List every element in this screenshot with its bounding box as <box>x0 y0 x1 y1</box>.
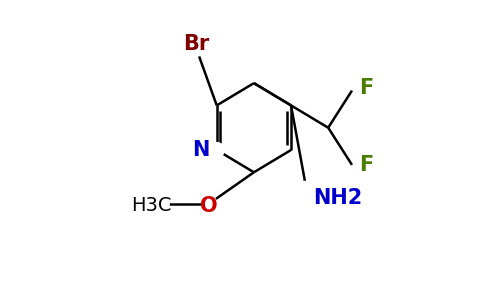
Text: O: O <box>200 196 218 216</box>
Text: N: N <box>192 140 209 160</box>
Circle shape <box>187 38 205 56</box>
Circle shape <box>202 196 217 211</box>
Text: F: F <box>360 155 374 175</box>
Circle shape <box>209 142 224 158</box>
Circle shape <box>294 181 321 208</box>
Text: H3C: H3C <box>131 196 172 215</box>
Text: NH2: NH2 <box>313 188 363 208</box>
Text: Br: Br <box>183 34 209 55</box>
Circle shape <box>142 190 169 217</box>
Text: F: F <box>360 78 374 98</box>
